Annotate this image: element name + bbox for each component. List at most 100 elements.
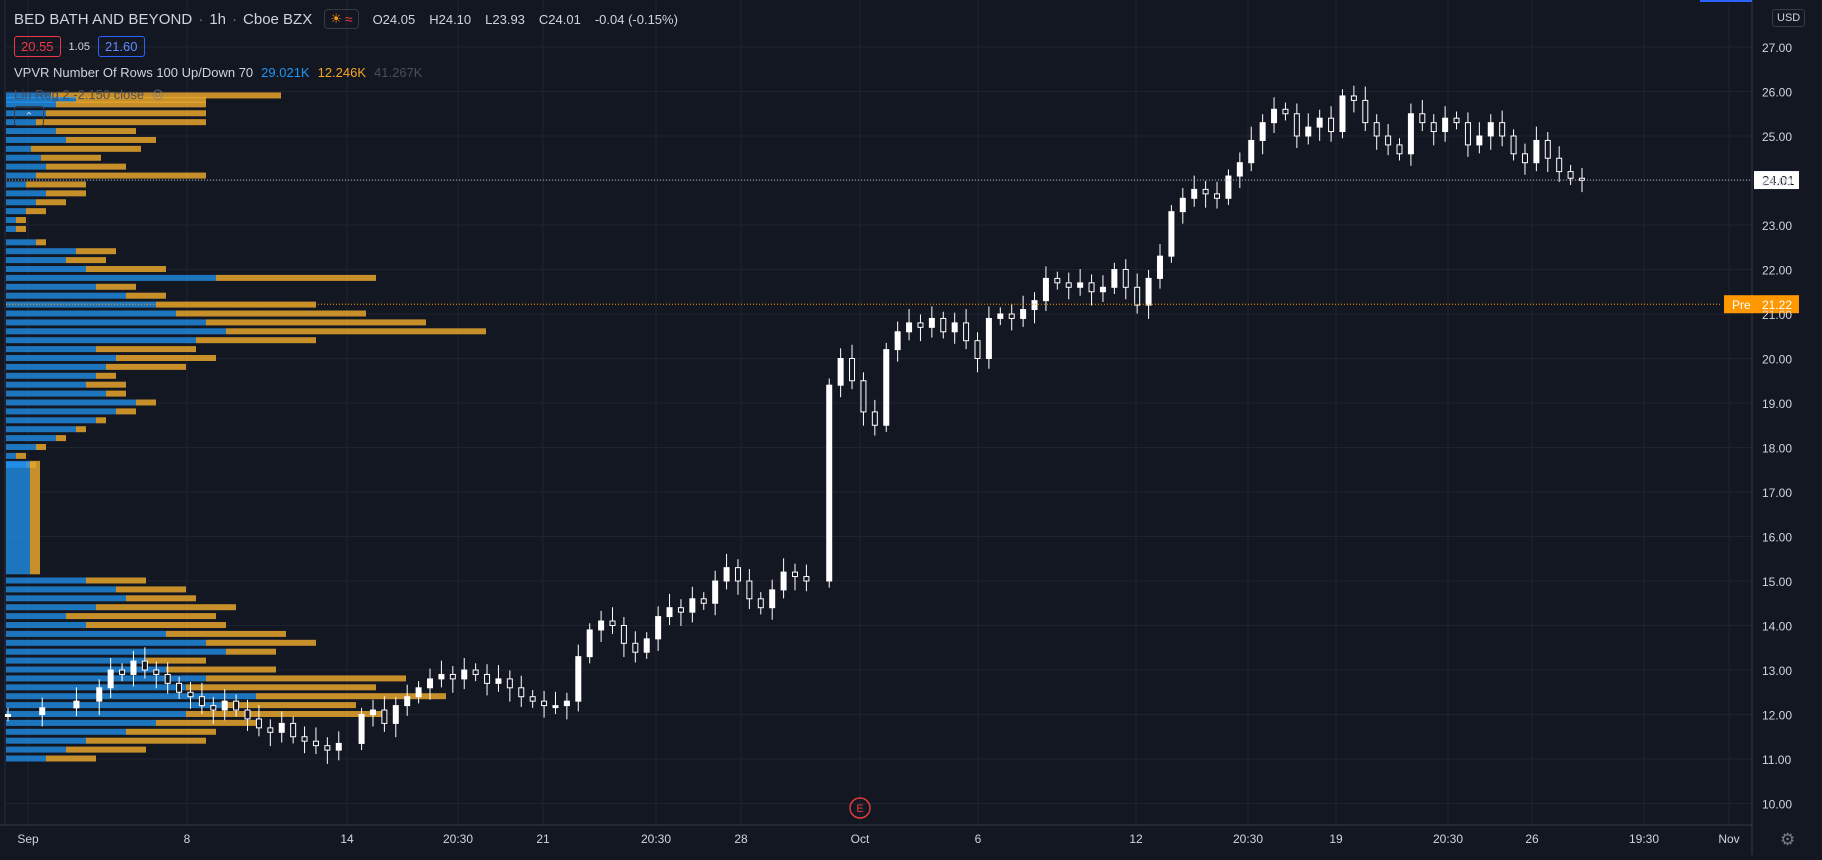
volume-profile-up-bar: [6, 755, 46, 762]
candle-body: [1442, 117, 1449, 133]
candle-body: [849, 358, 856, 382]
volume-profile-up-bar: [6, 328, 226, 335]
bid-button[interactable]: 20.55: [14, 36, 61, 57]
collapse-legend-button[interactable]: ⌃: [14, 106, 44, 126]
price-axis-tick: 22.00: [1762, 264, 1792, 278]
volume-profile-down-bar: [226, 702, 356, 709]
volume-profile-up-bar: [6, 372, 96, 379]
volume-profile-down-bar: [86, 577, 146, 584]
candle-body: [997, 313, 1004, 319]
volume-profile-up-bar: [6, 435, 56, 442]
earnings-marker-label: E: [856, 803, 863, 815]
volume-profile-up-bar: [6, 675, 206, 682]
session-indicator[interactable]: ☀ ≈: [324, 9, 359, 29]
pre-market-badge: [1724, 295, 1799, 314]
volume-profile-down-bar: [86, 737, 206, 744]
volume-profile-down-bar: [36, 444, 46, 450]
volume-profile-up-bar: [6, 217, 16, 224]
candle-body: [563, 700, 570, 707]
time-axis-tick: 20:30: [641, 832, 671, 846]
volume-profile-up-bar: [6, 595, 126, 602]
sun-icon: ☀: [330, 11, 342, 26]
candle-body: [1042, 277, 1049, 302]
candle-body: [153, 669, 160, 675]
top-scroll-indicator[interactable]: [1700, 0, 1752, 2]
volume-profile-down-bar: [46, 110, 206, 117]
volume-profile-down-bar: [41, 154, 101, 161]
price-axis-tick: 25.00: [1762, 130, 1792, 144]
volume-profile-down-bar: [96, 372, 116, 379]
candle-body: [883, 349, 890, 426]
candle-body: [427, 678, 434, 689]
candle-body: [1065, 282, 1072, 288]
candle-body: [1476, 135, 1483, 146]
candle-body: [792, 571, 798, 578]
time-axis-tick: 20:30: [1233, 832, 1263, 846]
volume-profile-up-bar: [6, 399, 136, 406]
candle-body: [837, 358, 844, 386]
volume-profile-down-bar: [116, 355, 216, 361]
candle-body: [1031, 300, 1038, 311]
candle-body: [1544, 139, 1551, 159]
candle-body: [358, 714, 365, 744]
volume-profile-up-bar: [6, 363, 106, 370]
time-axis-tick: Sep: [17, 832, 39, 846]
candle-body: [130, 660, 137, 675]
symbol-title[interactable]: BED BATH AND BEYOND: [14, 10, 193, 28]
price-axis-tick: 11.00: [1762, 753, 1791, 767]
candle-body: [700, 598, 707, 604]
volume-profile-up-bar: [6, 101, 56, 108]
last-price-label: 24.01: [1762, 173, 1795, 188]
vpvr-legend[interactable]: VPVR Number Of Rows 100 Up/Down 70 29.02…: [14, 65, 686, 80]
volume-profile-up-bar: [6, 577, 86, 584]
volume-profile-up-bar: [6, 266, 86, 272]
volume-profile-down-bar: [66, 746, 146, 753]
linreg-label[interactable]: Lin Reg 2 -2.150 close: [14, 86, 145, 102]
volume-profile-up-bar: [6, 613, 66, 620]
candle-body: [1145, 277, 1152, 306]
candle-body: [1499, 122, 1506, 137]
candle-body: [906, 322, 913, 333]
linreg-legend[interactable]: Lin Reg 2 -2.150 close ◎: [14, 86, 686, 102]
candle-body: [96, 687, 103, 702]
volume-profile-up-bar: [6, 163, 46, 170]
volume-profile-down-bar: [56, 101, 206, 108]
volume-profile-down-bar: [156, 301, 316, 308]
earnings-marker[interactable]: [849, 797, 871, 819]
volume-profile-up-bar: [6, 199, 36, 206]
volume-profile-down-bar: [116, 408, 136, 415]
volume-profile-up-bar: [6, 408, 116, 415]
vpvr-down-volume: 12.246K: [317, 65, 367, 80]
currency-button[interactable]: USD: [1772, 9, 1806, 27]
price-axis-tick: 15.00: [1762, 575, 1792, 589]
candle-body: [529, 696, 536, 702]
gear-icon[interactable]: ⚙: [1780, 830, 1796, 849]
candle-body: [1271, 108, 1278, 124]
volume-profile-down-bar: [186, 684, 376, 691]
ask-button[interactable]: 21.60: [97, 36, 145, 57]
volume-profile-down-bar: [206, 639, 316, 646]
eye-hidden-icon[interactable]: ◎: [152, 86, 164, 101]
volume-profile-down-bar: [126, 595, 196, 602]
candle-body: [369, 709, 376, 715]
volume-profile-up-bar: [6, 355, 116, 361]
candle-body: [449, 673, 456, 680]
vpvr-label[interactable]: VPVR Number Of Rows 100 Up/Down 70: [14, 65, 254, 80]
time-axis-tick: 21: [536, 832, 550, 846]
time-axis-tick: 26: [1525, 832, 1539, 846]
candle-body: [1282, 108, 1289, 115]
candle-body: [1134, 286, 1141, 306]
candle-body: [1464, 122, 1471, 146]
candle-body: [518, 687, 525, 698]
interval-label[interactable]: 1h: [209, 10, 227, 28]
volume-profile-up-bar: [6, 719, 156, 726]
volume-profile-down-bar: [46, 190, 86, 197]
candle-body: [1328, 117, 1335, 133]
candle-body: [1510, 135, 1517, 155]
volume-profile-up-bar: [6, 239, 36, 246]
volume-profile-down-bar: [106, 363, 186, 370]
volume-profile-down-bar: [30, 460, 40, 575]
candle-body: [723, 567, 730, 582]
